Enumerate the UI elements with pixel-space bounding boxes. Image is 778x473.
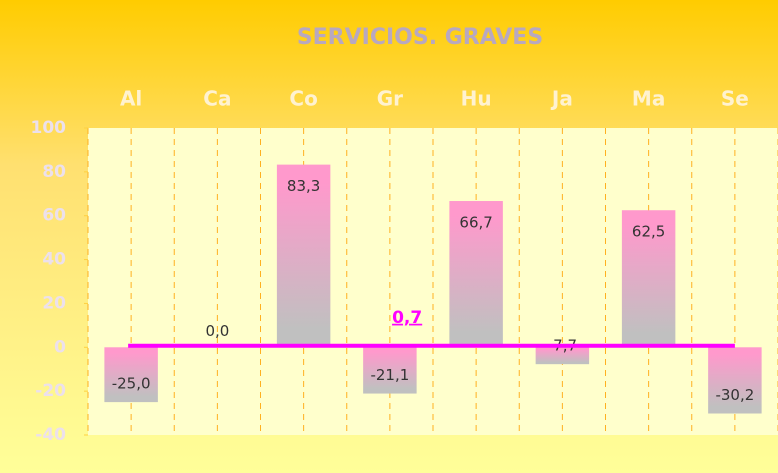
value-label: -30,2	[715, 386, 754, 404]
bar	[276, 164, 331, 348]
bar	[363, 347, 417, 394]
y-tick-label: 0	[54, 337, 66, 357]
value-label: -21,1	[370, 366, 409, 384]
x-tick-label: Ca	[203, 87, 231, 111]
y-tick-label: -40	[35, 425, 66, 445]
y-tick-label: 100	[31, 118, 67, 138]
reference-label: 0,7	[392, 308, 422, 328]
x-tick-label: Ma	[632, 87, 665, 111]
x-tick-label: Se	[721, 87, 749, 111]
value-label: 0,0	[205, 322, 229, 340]
y-tick-label: 60	[42, 206, 66, 226]
value-label: -25,0	[112, 375, 151, 393]
x-tick-label: Hu	[461, 87, 492, 111]
x-tick-label: Co	[289, 87, 317, 111]
bar	[621, 210, 676, 348]
x-tick-label: Ja	[550, 87, 573, 111]
y-tick-label: -20	[35, 381, 66, 401]
x-tick-label: Gr	[377, 87, 403, 111]
value-label: 66,7	[459, 214, 492, 232]
y-tick-label: 80	[42, 162, 66, 182]
y-tick-label: 40	[42, 250, 66, 270]
value-label: 62,5	[632, 223, 665, 241]
value-label: 83,3	[287, 177, 320, 195]
bar	[535, 347, 590, 365]
x-tick-label: Al	[120, 87, 142, 111]
bar	[104, 347, 158, 403]
chart-title: SERVICIOS. GRAVES	[297, 25, 543, 50]
y-tick-label: 20	[42, 293, 66, 313]
bar	[708, 347, 762, 414]
bar	[449, 201, 503, 348]
